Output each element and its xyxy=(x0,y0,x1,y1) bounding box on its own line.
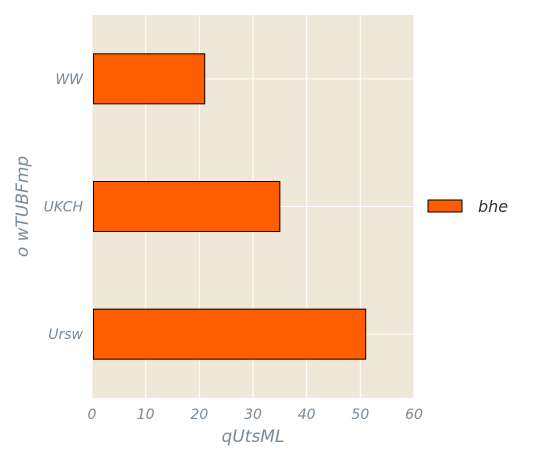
bars xyxy=(93,53,367,360)
x-tick-label: 30 xyxy=(244,407,262,423)
x-tick-label: 10 xyxy=(137,407,155,423)
x-tick-label: 40 xyxy=(298,407,316,423)
legend-swatch-bhe xyxy=(427,199,463,213)
bar-ww xyxy=(93,53,206,105)
x-tick-label: 60 xyxy=(405,407,423,423)
legend-label-bhe: bhe xyxy=(478,197,508,216)
y-tick-label: WW xyxy=(55,72,84,88)
x-tick-label: 50 xyxy=(351,407,369,423)
bar-ursw xyxy=(93,308,367,360)
bar-ukch xyxy=(93,181,281,232)
y-tick-label: Ursw xyxy=(48,327,83,343)
y-axis-title: o wTUBFmp xyxy=(13,156,33,258)
x-tick-labels: 0 10 20 30 40 50 60 xyxy=(88,407,423,423)
y-tick-labels: WW UKCH Ursw xyxy=(44,72,85,343)
x-tick-label: 20 xyxy=(190,407,208,423)
x-tick-label: 0 xyxy=(88,407,97,423)
legend: bhe xyxy=(427,197,508,216)
x-axis-title: qUtsML xyxy=(222,427,285,447)
y-tick-label: UKCH xyxy=(44,200,84,216)
